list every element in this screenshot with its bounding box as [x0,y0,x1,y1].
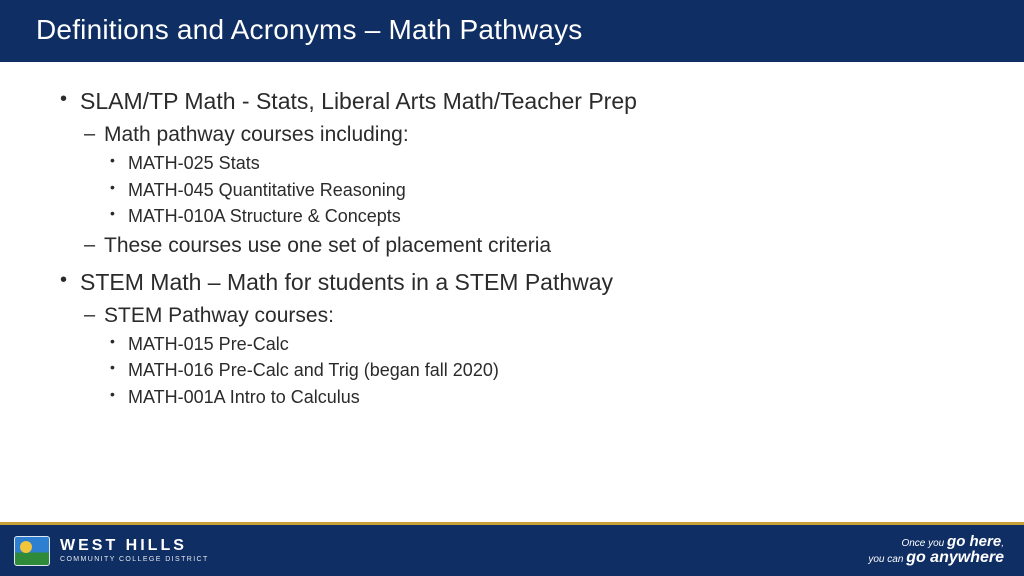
brand-name: WEST HILLS [60,538,209,554]
bullet-text: STEM Math – Math for students in a STEM … [80,269,613,295]
footer-bar: WEST HILLS COMMUNITY COLLEGE DISTRICT On… [0,522,1024,576]
bullet-text: MATH-015 Pre-Calc [128,334,289,354]
bullet-text: Math pathway courses including: [104,123,409,146]
tagline-prefix: Once you [901,538,947,549]
title-bar: Definitions and Acronyms – Math Pathways [0,0,1024,62]
brand-subtitle: COMMUNITY COLLEGE DISTRICT [60,556,209,563]
bullet-l2: STEM Pathway courses: MATH-015 Pre-Calc … [80,302,968,409]
footer-tagline: Once you go here, you can go anywhere [868,534,1004,567]
bullet-l3: MATH-001A Intro to Calculus [104,385,968,409]
bullet-l3: MATH-045 Quantitative Reasoning [104,178,968,202]
bullet-text: These courses use one set of placement c… [104,234,551,257]
bullet-text: MATH-016 Pre-Calc and Trig (began fall 2… [128,360,499,380]
bullet-l1: SLAM/TP Math - Stats, Liberal Arts Math/… [56,86,968,261]
bullet-text: STEM Pathway courses: [104,304,334,327]
slide-title: Definitions and Acronyms – Math Pathways [36,14,988,46]
bullet-text: SLAM/TP Math - Stats, Liberal Arts Math/… [80,88,637,114]
bullet-l3: MATH-010A Structure & Concepts [104,204,968,228]
logo-icon [14,536,50,566]
bullet-l2: Math pathway courses including: MATH-025… [80,121,968,228]
bullet-text: MATH-025 Stats [128,153,260,173]
bullet-l1: STEM Math – Math for students in a STEM … [56,267,968,409]
bullet-l2: These courses use one set of placement c… [80,232,968,260]
tagline-line-1: Once you go here, [868,534,1004,550]
tagline-line-2: you can go anywhere [868,550,1004,567]
tagline-bold: go anywhere [906,549,1004,566]
bullet-l3: MATH-016 Pre-Calc and Trig (began fall 2… [104,358,968,382]
tagline-bold: go here [947,533,1001,550]
brand-text: WEST HILLS COMMUNITY COLLEGE DISTRICT [60,538,209,563]
tagline-prefix: you can [868,554,906,565]
slide-content: SLAM/TP Math - Stats, Liberal Arts Math/… [0,62,1024,522]
bullet-l3: MATH-025 Stats [104,151,968,175]
bullet-text: MATH-010A Structure & Concepts [128,206,401,226]
slide: Definitions and Acronyms – Math Pathways… [0,0,1024,576]
bullet-text: MATH-045 Quantitative Reasoning [128,180,406,200]
footer-brand: WEST HILLS COMMUNITY COLLEGE DISTRICT [14,536,209,566]
bullet-text: MATH-001A Intro to Calculus [128,387,360,407]
tagline-suffix: , [1001,538,1004,549]
bullet-l3: MATH-015 Pre-Calc [104,332,968,356]
